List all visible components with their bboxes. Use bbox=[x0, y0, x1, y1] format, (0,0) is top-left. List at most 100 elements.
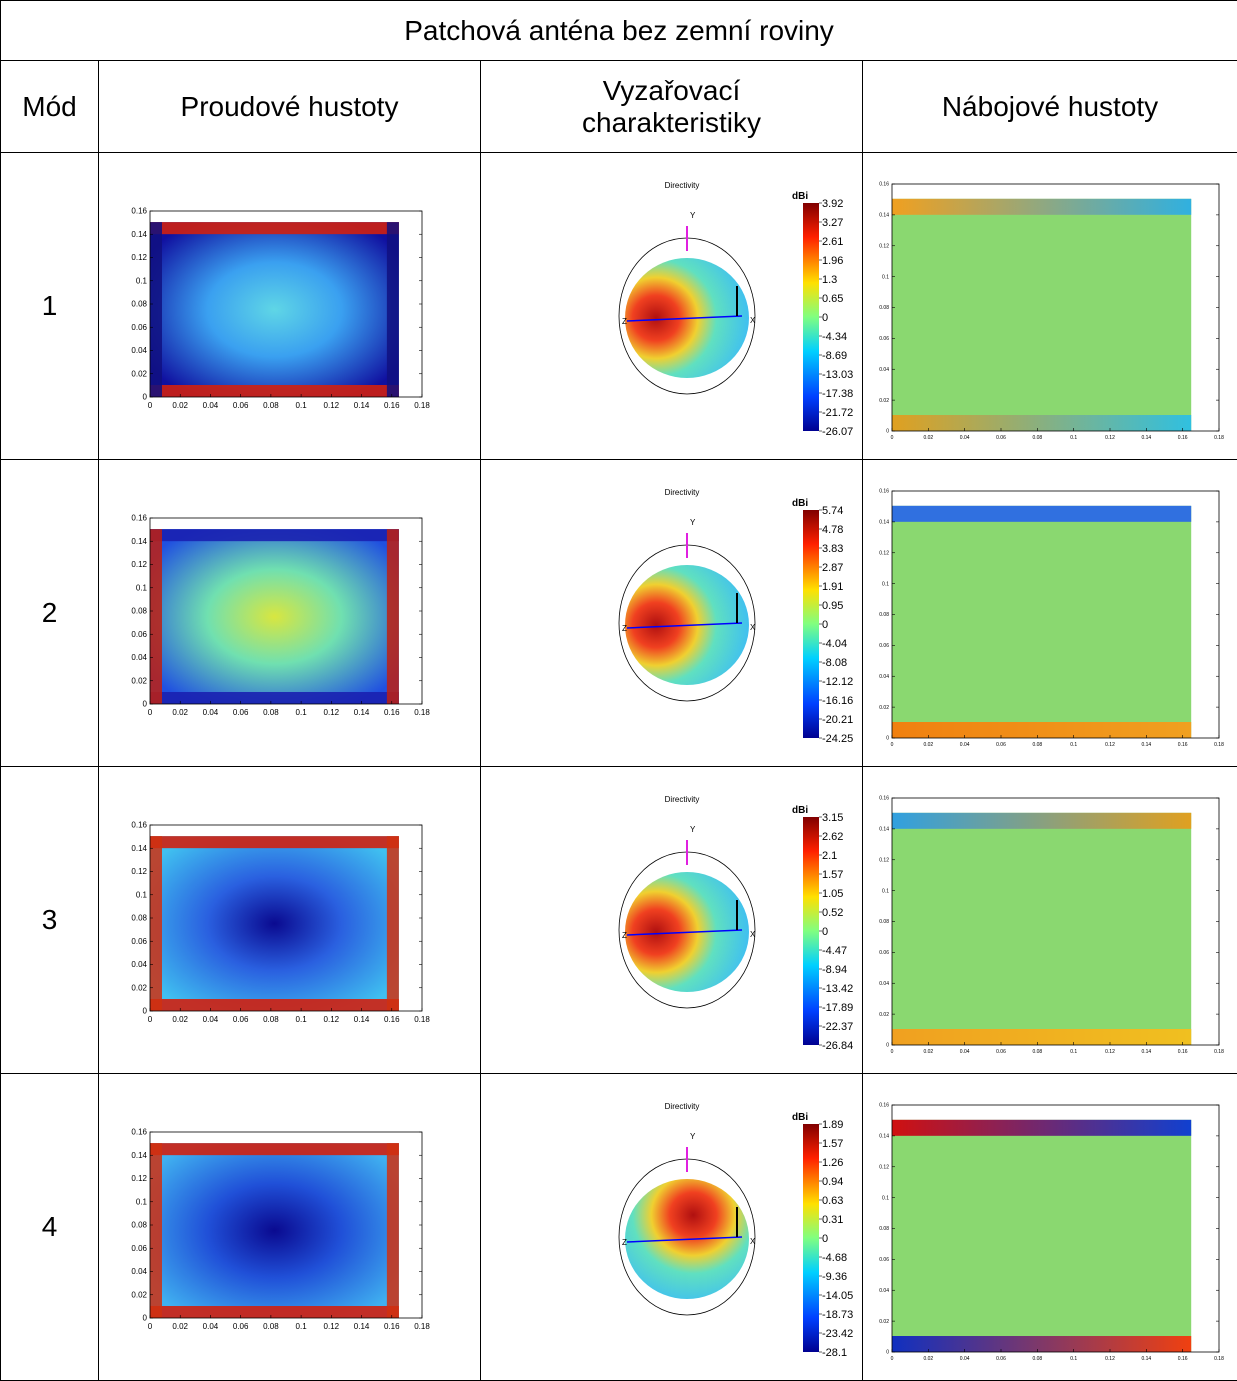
x-tick-label: 0.02 bbox=[923, 1356, 933, 1362]
table-body: 1 0 0.02 0.04 0.06 0.08 0.1 0.12 0.14 0.16 0.18 0 0.… bbox=[0, 152, 1237, 1381]
edge-right bbox=[386, 529, 399, 704]
charge-edge bbox=[891, 198, 1191, 215]
axis-line bbox=[626, 622, 742, 629]
colorbar-label: 2.87 bbox=[822, 562, 843, 574]
x-tick-label: 0.1 bbox=[295, 1015, 307, 1024]
x-tick-label: 0.04 bbox=[202, 401, 218, 410]
axis-label: X bbox=[750, 930, 756, 939]
colorbar-label: 0.52 bbox=[822, 907, 843, 919]
y-tick-label: 0.14 bbox=[879, 520, 889, 526]
y-tick-label: 0.14 bbox=[879, 1134, 889, 1140]
colorbar-label: -12.12 bbox=[822, 676, 853, 688]
y-tick-label: 0.02 bbox=[879, 705, 889, 711]
y-tick-label: 0.1 bbox=[882, 888, 889, 894]
charge-plot: 0 0.02 0.04 0.06 0.08 0.1 0.12 0.14 0.16 0.18 0 0.0… bbox=[879, 1103, 1224, 1362]
colorbar-label: -13.42 bbox=[822, 983, 853, 995]
y-tick-label: 0.02 bbox=[131, 983, 147, 992]
edge-top bbox=[149, 222, 399, 235]
y-tick-label: 0.12 bbox=[131, 1174, 147, 1183]
header: Nábojové hustoty bbox=[861, 60, 1237, 153]
axis-label: Z bbox=[622, 1238, 627, 1247]
y-tick-label: 0.16 bbox=[879, 182, 889, 188]
y-tick-label: 0.16 bbox=[131, 821, 147, 830]
x-tick-label: 0.14 bbox=[1141, 1356, 1151, 1362]
y-tick-label: 0.06 bbox=[131, 1244, 147, 1253]
patch bbox=[149, 836, 399, 1011]
patch bbox=[149, 1143, 399, 1318]
y-tick-label: 0.12 bbox=[131, 867, 147, 876]
edge-bottom bbox=[149, 1306, 399, 1318]
edge-left bbox=[149, 1143, 162, 1318]
directivity-title: Directivity bbox=[664, 181, 699, 190]
y-tick-label: 0.02 bbox=[131, 676, 147, 685]
colorbar-label: -4.68 bbox=[822, 1252, 847, 1264]
colorbar-label: 1.26 bbox=[822, 1157, 843, 1169]
axis-label: Y bbox=[690, 518, 696, 527]
colorbar-label: 4.78 bbox=[822, 524, 843, 536]
y-tick-label: 0.08 bbox=[131, 1221, 147, 1230]
y-tick-label: 0.16 bbox=[131, 1128, 147, 1137]
colorbar-label: -8.69 bbox=[822, 350, 847, 362]
x-tick-label: 0.18 bbox=[1214, 742, 1224, 748]
y-tick-label: 0.06 bbox=[879, 950, 889, 956]
y-tick-label: 0.06 bbox=[879, 336, 889, 342]
y-tick-label: 0.12 bbox=[879, 243, 889, 249]
colorbar-label: -21.72 bbox=[822, 407, 853, 419]
colorbar-label: -26.07 bbox=[822, 426, 853, 438]
y-tick-label: 0 bbox=[886, 429, 889, 435]
x-tick-label: 0 bbox=[890, 435, 893, 441]
colorbar-label: -26.84 bbox=[822, 1040, 853, 1052]
patch bbox=[149, 529, 399, 704]
charge-plot: 0 0.02 0.04 0.06 0.08 0.1 0.12 0.14 0.16 0.18 0 0.0… bbox=[879, 489, 1224, 748]
colorbar-label: 1.91 bbox=[822, 581, 843, 593]
x-tick-label: 0.16 bbox=[383, 401, 399, 410]
colorbar-label: 1.57 bbox=[822, 869, 843, 881]
patch bbox=[149, 222, 399, 397]
current-cell: 0 0.02 0.04 0.06 0.08 0.1 0.12 0.14 0.16 0.18 0 0.0… bbox=[98, 766, 481, 1074]
x-tick-label: 0.1 bbox=[1070, 435, 1077, 441]
edge-bottom bbox=[149, 999, 399, 1011]
edge-top bbox=[149, 529, 399, 542]
colorbar-label: 2.61 bbox=[822, 236, 843, 248]
x-tick-label: 0.18 bbox=[414, 401, 430, 410]
charge-edge bbox=[891, 1119, 1191, 1136]
x-tick-label: 0.1 bbox=[295, 1322, 307, 1331]
colorbar-label: -24.25 bbox=[822, 733, 853, 745]
x-tick-label: 0.04 bbox=[959, 435, 969, 441]
y-tick-label: 0.08 bbox=[879, 305, 889, 311]
x-tick-label: 0.08 bbox=[1032, 742, 1042, 748]
x-tick-label: 0.12 bbox=[1105, 1356, 1115, 1362]
y-tick-label: 0.06 bbox=[879, 643, 889, 649]
y-tick-label: 0.08 bbox=[879, 1226, 889, 1232]
colorbar-label: -18.73 bbox=[822, 1309, 853, 1321]
y-tick-label: 0.16 bbox=[879, 489, 889, 495]
x-tick-label: 0.18 bbox=[1214, 435, 1224, 441]
charge-patch bbox=[891, 812, 1191, 1045]
y-tick-label: 0.14 bbox=[131, 844, 147, 853]
colorbar-label: -8.08 bbox=[822, 657, 847, 669]
x-tick-label: 0.14 bbox=[353, 1015, 369, 1024]
charge-patch bbox=[891, 198, 1191, 431]
x-tick-label: 0.04 bbox=[959, 1049, 969, 1055]
charge-cell: 0 0.02 0.04 0.06 0.08 0.1 0.12 0.14 0.16 0.18 0 0.0… bbox=[861, 766, 1237, 1074]
y-tick-label: 0.08 bbox=[131, 607, 147, 616]
current-cell: 0 0.02 0.04 0.06 0.08 0.1 0.12 0.14 0.16 0.18 0 0.0… bbox=[98, 1073, 481, 1381]
x-tick-label: 0.14 bbox=[1141, 435, 1151, 441]
y-tick-label: 0.12 bbox=[879, 550, 889, 556]
x-tick-label: 0.12 bbox=[323, 1322, 339, 1331]
colorbar-label: 3.15 bbox=[822, 812, 843, 824]
colorbar-label: -20.21 bbox=[822, 714, 853, 726]
y-tick-label: 0.12 bbox=[131, 560, 147, 569]
y-tick-label: 0 bbox=[886, 1043, 889, 1049]
x-tick-label: 0.14 bbox=[353, 1322, 369, 1331]
colorbar-label: 1.57 bbox=[822, 1138, 843, 1150]
current-plot: 0 0.02 0.04 0.06 0.08 0.1 0.12 0.14 0.16 0.18 0 0.0… bbox=[131, 207, 430, 410]
edge-top bbox=[149, 836, 399, 849]
directivity-title: Directivity bbox=[664, 488, 699, 497]
axis-label: Z bbox=[622, 624, 627, 633]
table-row: 2 0 0.02 0.04 0.06 0.08 0.1 0.12 0.14 0.16 0.18 0 0.… bbox=[0, 459, 1237, 767]
edge-bottom bbox=[149, 385, 399, 397]
colorbar-label: -22.37 bbox=[822, 1021, 853, 1033]
colorbar-label: 0.31 bbox=[822, 1214, 843, 1226]
